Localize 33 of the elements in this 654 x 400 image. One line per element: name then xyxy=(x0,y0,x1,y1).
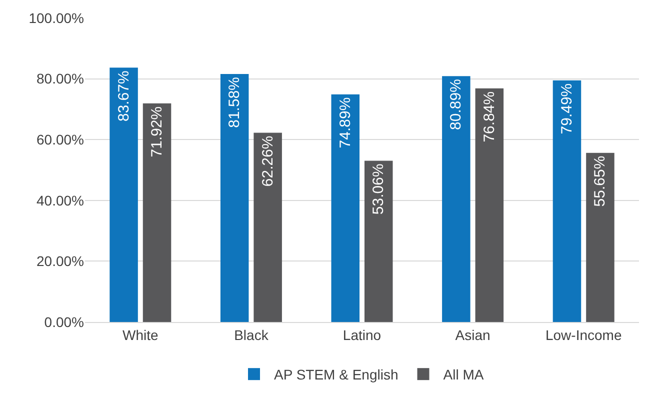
y-tick-label: 20.00% xyxy=(36,253,84,270)
bar xyxy=(331,94,360,322)
data-label: 83.67% xyxy=(115,70,132,122)
data-label: 81.58% xyxy=(226,77,244,128)
data-label: 55.65% xyxy=(592,156,609,207)
x-tick-label: Black xyxy=(234,326,270,343)
bar xyxy=(475,88,504,322)
legend-label: All MA xyxy=(443,366,484,383)
data-label: 53.06% xyxy=(370,164,388,215)
bar xyxy=(110,68,138,322)
data-label: 74.89% xyxy=(336,97,354,148)
bar xyxy=(254,132,282,322)
legend-label: AP STEM & English xyxy=(274,366,398,383)
bar xyxy=(586,152,614,322)
x-tick-label: Low-Income xyxy=(545,326,622,343)
x-tick-label: White xyxy=(122,326,158,343)
data-label: 79.49% xyxy=(558,83,576,134)
x-tick-label: Asian xyxy=(455,326,490,343)
data-label: 71.92% xyxy=(148,106,166,158)
bar xyxy=(552,80,582,322)
y-tick-label: 40.00% xyxy=(36,192,84,208)
bar xyxy=(142,103,172,322)
data-label: 62.26% xyxy=(259,136,276,187)
bar xyxy=(364,160,393,322)
y-tick-label: 60.00% xyxy=(36,132,84,148)
x-tick-label: Latino xyxy=(342,326,382,343)
y-tick-label: 80.00% xyxy=(36,70,84,87)
data-label: 80.89% xyxy=(448,79,465,130)
y-tick-label: 0.00% xyxy=(44,314,84,330)
y-tick-label: 100.00% xyxy=(28,10,84,26)
bar xyxy=(442,76,470,322)
bar xyxy=(220,74,249,322)
data-label: 76.84% xyxy=(480,91,498,142)
